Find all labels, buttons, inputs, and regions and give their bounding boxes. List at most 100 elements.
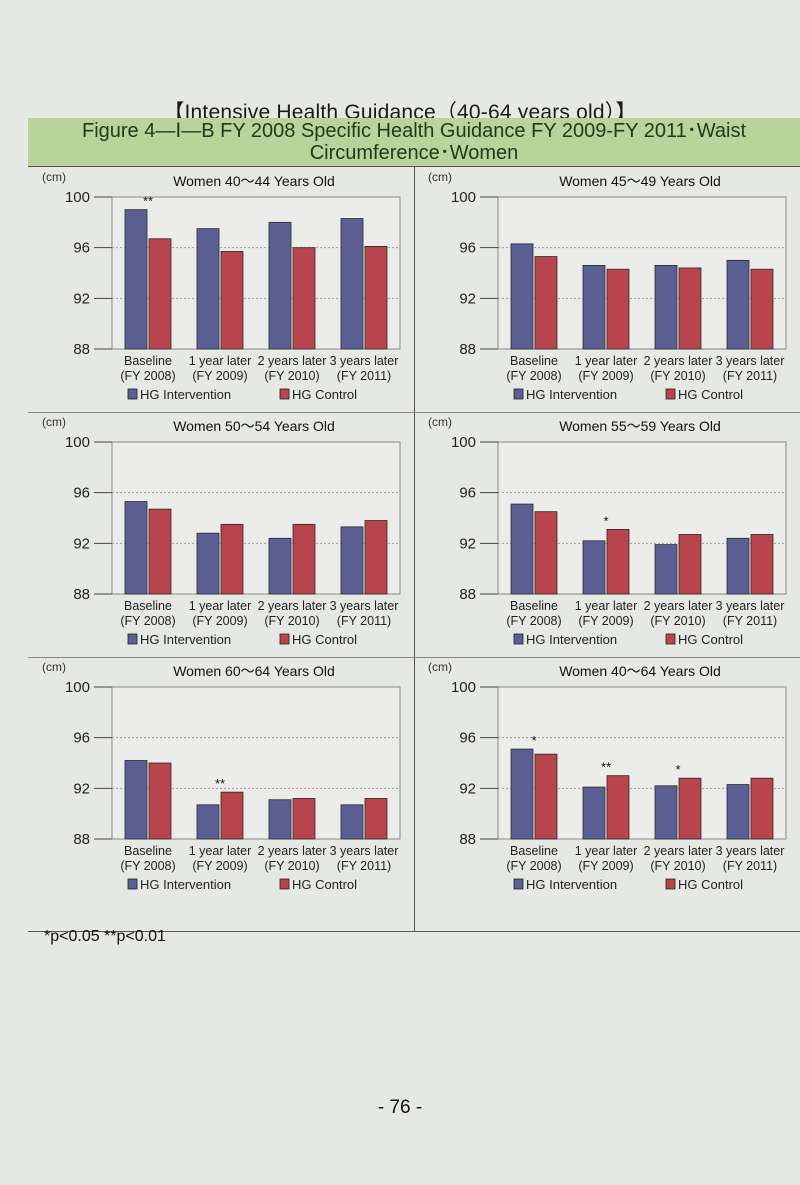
bar-intervention <box>268 799 292 840</box>
bar-control <box>364 246 388 350</box>
chart-panel: (cm) Women 50～54 Years Old 100 96 92 88 Baseli… <box>28 412 414 657</box>
bar-intervention <box>582 265 606 350</box>
legend-label-intervention: HG Intervention <box>140 632 231 647</box>
bar-intervention <box>196 532 220 595</box>
bar-intervention <box>124 501 148 595</box>
chart-title: Women 40～64 Years Old <box>559 663 721 679</box>
legend-swatch-control <box>665 633 676 645</box>
x-category-label: Baseline <box>510 844 558 858</box>
x-category-fy-label: (FY 2009) <box>192 859 247 873</box>
x-category-label: 1 year later <box>189 599 252 613</box>
x-category-label: 2 years later <box>258 354 327 368</box>
x-category-label: 1 year later <box>575 844 638 858</box>
bar-control <box>364 520 388 595</box>
bar-control <box>750 777 774 840</box>
y-tick-label: 100 <box>451 434 476 451</box>
bar-control <box>292 247 316 350</box>
x-category-label: 3 years later <box>330 354 399 368</box>
x-category-label: 3 years later <box>330 844 399 858</box>
x-category-fy-label: (FY 2009) <box>578 369 633 383</box>
legend-swatch-intervention <box>127 388 138 400</box>
y-tick-label: 96 <box>459 730 476 747</box>
y-tick-label: 100 <box>65 679 90 696</box>
legend-label-intervention: HG Intervention <box>526 877 617 892</box>
y-axis-unit: (cm) <box>42 660 66 674</box>
chart-title: Women 55～59 Years Old <box>559 418 721 434</box>
y-axis-unit: (cm) <box>428 170 452 184</box>
x-category-fy-label: (FY 2011) <box>723 369 777 383</box>
y-tick-label: 92 <box>73 290 90 307</box>
bar-control <box>220 251 244 350</box>
bar-chart: (cm) Women 45～49 Years Old 100 96 92 88 Baseli… <box>428 170 787 402</box>
y-tick-label: 88 <box>73 586 90 603</box>
x-category-fy-label: (FY 2009) <box>578 614 633 628</box>
x-category-fy-label: (FY 2010) <box>650 614 705 628</box>
x-category-label: 1 year later <box>575 599 638 613</box>
x-category-fy-label: (FY 2008) <box>506 614 561 628</box>
figure-header: Figure 4―Ⅰ―B FY 2008 Specific Health Gui… <box>28 118 800 166</box>
y-axis-unit: (cm) <box>428 415 452 429</box>
x-category-fy-label: (FY 2011) <box>337 859 391 873</box>
x-category-label: Baseline <box>510 354 558 368</box>
column-divider <box>414 167 415 931</box>
y-axis-unit: (cm) <box>42 415 66 429</box>
legend-swatch-intervention <box>127 878 138 890</box>
y-tick-label: 88 <box>73 831 90 848</box>
significance-marker: ** <box>601 760 611 775</box>
bar-control <box>148 762 172 840</box>
bar-chart: (cm) Women 40～64 Years Old 100 96 92 88 * Basel… <box>428 660 787 892</box>
x-category-label: 1 year later <box>189 844 252 858</box>
bar-intervention <box>124 760 148 840</box>
y-tick-label: 100 <box>451 679 476 696</box>
legend-swatch-control <box>279 388 290 400</box>
legend-label-control: HG Control <box>678 387 743 402</box>
bar-intervention <box>268 537 292 595</box>
bar-control <box>292 523 316 595</box>
x-category-label: Baseline <box>124 599 172 613</box>
y-tick-label: 88 <box>459 586 476 603</box>
x-category-fy-label: (FY 2010) <box>650 859 705 873</box>
x-category-fy-label: (FY 2009) <box>192 614 247 628</box>
bar-control <box>534 511 558 595</box>
bar-control <box>606 775 630 840</box>
bar-chart: (cm) Women 50～54 Years Old 100 96 92 88 Baseli… <box>42 415 401 647</box>
significance-marker: ** <box>143 194 153 209</box>
x-category-fy-label: (FY 2010) <box>264 369 319 383</box>
chart-panel: (cm) Women 60～64 Years Old 100 96 92 88 Baseli… <box>28 657 414 902</box>
chart-title: Women 45～49 Years Old <box>559 173 721 189</box>
x-category-label: 2 years later <box>644 844 713 858</box>
x-category-fy-label: (FY 2011) <box>337 369 391 383</box>
x-category-label: Baseline <box>124 844 172 858</box>
legend-swatch-control <box>279 633 290 645</box>
significance-marker: * <box>531 733 536 748</box>
x-category-fy-label: (FY 2011) <box>723 614 777 628</box>
bar-control <box>606 529 630 595</box>
bar-intervention <box>510 503 534 595</box>
x-category-label: 2 years later <box>644 599 713 613</box>
bar-control <box>606 268 630 350</box>
x-category-fy-label: (FY 2008) <box>120 369 175 383</box>
bar-intervention <box>654 544 678 595</box>
y-tick-label: 100 <box>65 189 90 206</box>
x-category-fy-label: (FY 2010) <box>650 369 705 383</box>
y-tick-label: 96 <box>73 240 90 257</box>
x-category-fy-label: (FY 2008) <box>120 614 175 628</box>
y-tick-label: 92 <box>459 535 476 552</box>
y-axis-unit: (cm) <box>428 660 452 674</box>
bar-intervention <box>510 243 534 350</box>
legend-swatch-control <box>665 878 676 890</box>
x-category-fy-label: (FY 2011) <box>337 614 391 628</box>
y-tick-label: 92 <box>459 780 476 797</box>
y-tick-label: 92 <box>459 290 476 307</box>
x-category-label: Baseline <box>510 599 558 613</box>
y-tick-label: 92 <box>73 535 90 552</box>
y-tick-label: 96 <box>459 240 476 257</box>
significance-footnote: *p<0.05 **p<0.01 <box>44 928 166 945</box>
bar-intervention <box>268 221 292 350</box>
bar-intervention <box>124 209 148 350</box>
y-tick-label: 96 <box>73 730 90 747</box>
legend-label-intervention: HG Intervention <box>526 387 617 402</box>
legend-swatch-intervention <box>513 878 524 890</box>
bar-control <box>148 238 172 350</box>
y-tick-label: 88 <box>459 341 476 358</box>
